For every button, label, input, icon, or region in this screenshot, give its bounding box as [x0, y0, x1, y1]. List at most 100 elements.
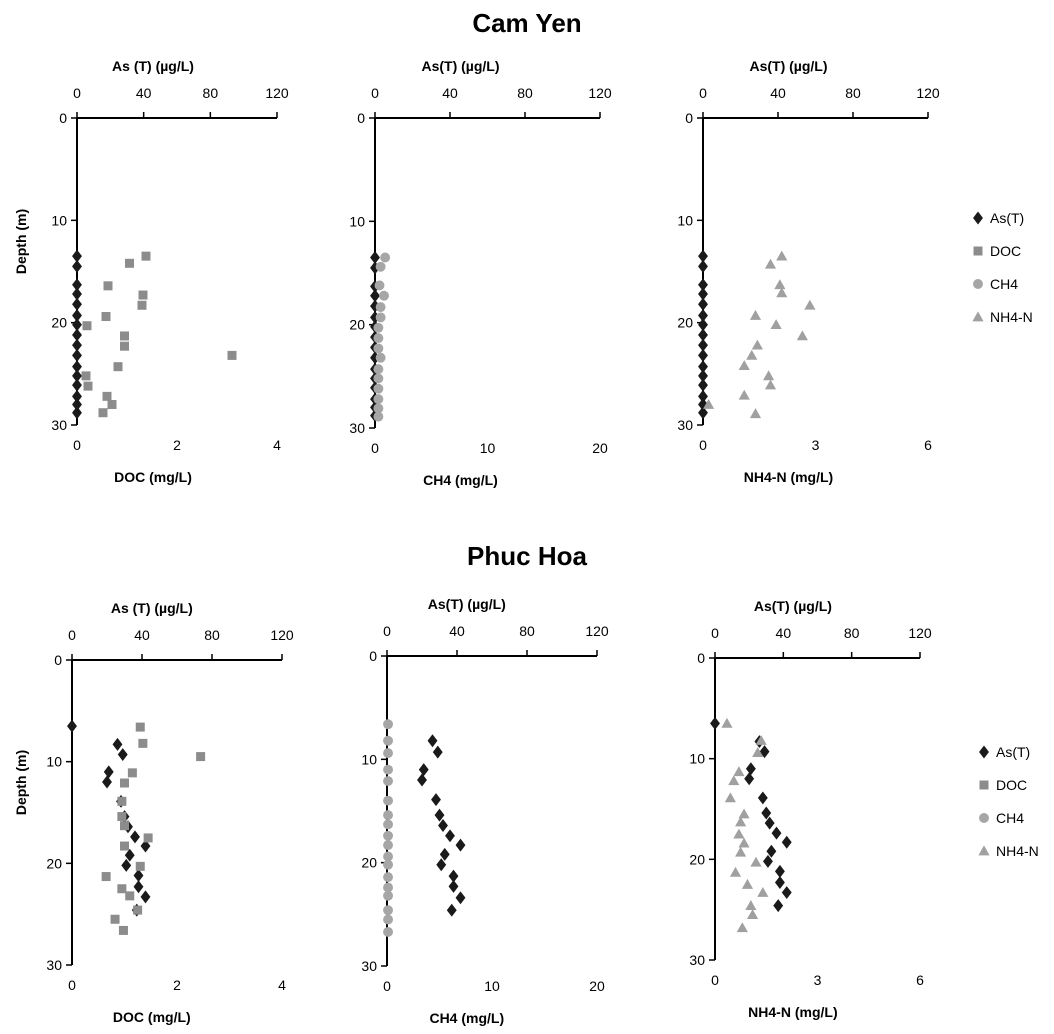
legend-label: DOC: [996, 777, 1027, 793]
y-tick-label: 0: [685, 110, 693, 126]
point-as-t-: [370, 261, 380, 275]
y-tick-label: 20: [349, 317, 365, 333]
bottom-axis-label: CH4 (mg/L): [429, 1010, 504, 1026]
point-as-t-: [72, 249, 82, 263]
point-doc: [137, 300, 147, 310]
y-tick-label: 10: [689, 751, 705, 767]
point-doc: [113, 362, 123, 372]
point-as-t-: [72, 369, 82, 383]
point-nh4-n: [796, 330, 808, 341]
point-as-t-: [67, 719, 77, 733]
point-ch4: [383, 890, 393, 901]
point-nh4-n: [733, 828, 745, 839]
y-tick-label: 30: [689, 952, 705, 968]
y-tick-label: 0: [697, 650, 705, 666]
y-tick-label: 0: [59, 110, 67, 126]
point-doc: [227, 350, 237, 360]
point-as-t-: [72, 348, 82, 362]
y-tick-label: 20: [51, 315, 67, 331]
point-nh4-n: [746, 349, 758, 360]
top-tick-label: 80: [203, 85, 219, 101]
point-ch4: [373, 333, 384, 344]
point-doc: [120, 341, 129, 351]
point-as-t-: [698, 328, 708, 342]
bottom-tick-label: 10: [484, 978, 500, 994]
point-nh4-n: [757, 886, 769, 897]
legend-marker: [978, 845, 990, 856]
point-doc: [138, 290, 148, 300]
point-nh4-n: [735, 846, 747, 857]
point-as-t-: [745, 762, 756, 776]
top-tick-label: 0: [371, 85, 379, 101]
point-as-t-: [431, 793, 441, 807]
point-as-t-: [781, 835, 792, 849]
point-as-t-: [370, 251, 380, 264]
point-ch4: [383, 795, 393, 806]
bottom-tick-label: 0: [371, 440, 379, 456]
legend-label: As(T): [996, 744, 1030, 760]
point-doc: [143, 833, 153, 843]
point-nh4-n: [755, 734, 767, 745]
legend-label: DOC: [990, 243, 1021, 259]
point-nh4-n: [764, 379, 777, 390]
legend-label: NH4-N: [990, 309, 1033, 325]
y-tick-label: 30: [677, 417, 693, 433]
y-tick-label: 10: [349, 213, 365, 229]
bottom-tick-label: 0: [383, 978, 391, 994]
point-as-t-: [72, 328, 82, 342]
point-ch4: [383, 872, 393, 883]
point-as-t-: [698, 318, 708, 332]
point-nh4-n: [741, 878, 754, 889]
point-ch4: [383, 905, 393, 916]
bottom-tick-label: 6: [924, 437, 932, 453]
point-as-t-: [445, 829, 455, 843]
legend-marker: [973, 246, 983, 256]
point-nh4-n: [750, 856, 762, 867]
y-tick-label: 10: [46, 754, 62, 770]
point-ch4: [383, 840, 393, 851]
y-tick-label: 20: [689, 851, 705, 867]
top-tick-label: 120: [270, 627, 294, 643]
point-as-t-: [72, 309, 82, 322]
legend-1: As(T) DOC CH4 NH4-N: [972, 210, 1033, 325]
point-nh4-n: [749, 309, 762, 320]
point-as-t-: [417, 773, 427, 787]
point-as-t-: [698, 348, 708, 362]
point-doc: [120, 331, 129, 341]
point-doc: [117, 812, 127, 822]
top-tick-label: 80: [844, 625, 860, 641]
point-as-t-: [121, 858, 132, 872]
legend-marker: [979, 780, 989, 790]
point-as-t-: [112, 737, 123, 751]
point-as-t-: [133, 880, 144, 894]
point-nh4-n: [764, 258, 777, 269]
y-tick-label: 20: [46, 855, 62, 871]
panel-1-1: 0 10 20 30 0 40 80 120 0 2 4 As (T) (µg/L) DOC (mg/L…: [13, 58, 289, 485]
point-ch4: [383, 926, 393, 937]
top-tick-label: 80: [517, 85, 533, 101]
depth-axis-label: Depth (m): [13, 750, 29, 815]
point-doc: [135, 722, 145, 732]
bottom-axis-label: NH4-N (mg/L): [748, 1004, 837, 1020]
bottom-tick-label: 20: [592, 440, 608, 456]
y-tick-label: 30: [51, 417, 67, 433]
point-doc: [120, 841, 129, 851]
top-tick-label: 120: [585, 623, 609, 639]
point-nh4-n: [735, 816, 747, 827]
point-as-t-: [744, 772, 755, 786]
point-as-t-: [698, 297, 708, 311]
point-as-t-: [773, 899, 784, 913]
point-nh4-n: [749, 408, 762, 419]
point-doc: [141, 251, 151, 261]
point-doc: [107, 400, 117, 410]
point-ch4: [373, 394, 384, 405]
point-as-t-: [370, 289, 380, 303]
top-tick-label: 40: [136, 85, 152, 101]
point-nh4-n: [763, 370, 775, 381]
point-as-t-: [763, 854, 773, 868]
legend-label: CH4: [990, 276, 1018, 292]
point-as-t-: [698, 287, 708, 301]
point-as-t-: [72, 360, 82, 374]
panel-1-2: 0 10 20 30 0 40 80 120 0 10 20 As(T) (µg/L) CH4 (mg/…: [349, 58, 611, 488]
